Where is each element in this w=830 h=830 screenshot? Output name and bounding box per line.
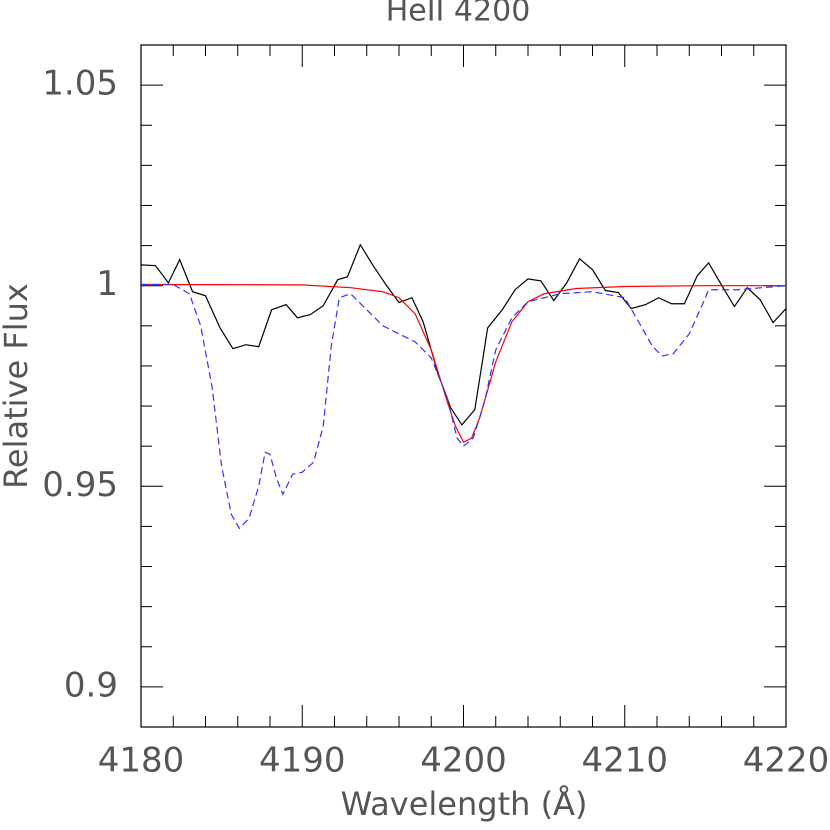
series-line: [141, 283, 787, 530]
y-tick-label: 1: [96, 264, 118, 304]
x-tick-label: 4190: [259, 741, 346, 781]
y-tick-label: 0.9: [64, 665, 118, 705]
x-tick-label: 4220: [743, 741, 830, 781]
x-tick-label: 4200: [420, 741, 507, 781]
y-axis-label: Relative Flux: [0, 283, 35, 489]
x-tick-label: 4210: [581, 741, 668, 781]
x-tick-label: 4180: [98, 741, 185, 781]
x-axis-label: Wavelength (Å): [341, 785, 588, 823]
series-line: [140, 283, 786, 443]
y-tick-label: 0.95: [42, 465, 118, 505]
y-tick-label: 1.05: [42, 64, 118, 104]
plot-frame: [140, 44, 787, 728]
chart-title: HeII 4200: [386, 0, 531, 29]
series-line: [140, 243, 787, 426]
